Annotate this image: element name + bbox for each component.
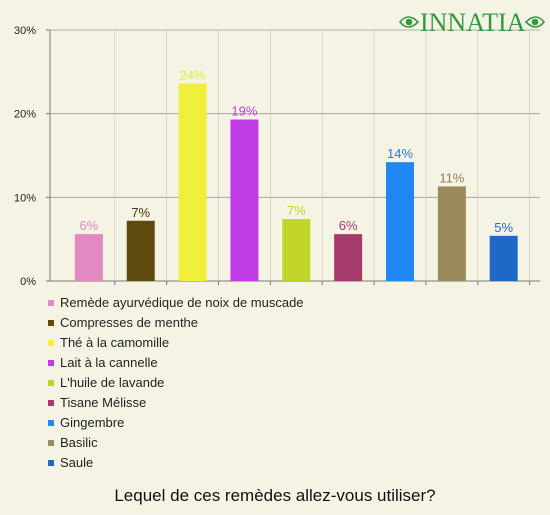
bar: [74, 234, 103, 281]
bar: [282, 219, 311, 281]
bar: [386, 162, 414, 281]
bar-chart: 0% 10% 20% 30% 6% 7% 24% 19% 7% 6% 14% 11% 5%: [14, 25, 540, 288]
bar: [126, 220, 155, 281]
legend-swatch: [48, 380, 54, 386]
legend-label: Thé à la camomille: [60, 335, 170, 350]
legend-label: L'huile de lavande: [60, 375, 165, 390]
legend-item: Saule: [48, 453, 304, 473]
brand-name: INNATIA: [420, 8, 526, 37]
legend-swatch: [48, 400, 54, 406]
data-label: 19%: [231, 104, 257, 119]
bar: [489, 235, 518, 281]
legend-swatch: [48, 320, 54, 326]
chart-bars: [74, 83, 518, 282]
bar: [178, 83, 207, 282]
y-tick-label: 0%: [20, 276, 36, 288]
chart-legend: Remède ayurvédique de noix de muscade Com…: [48, 293, 304, 473]
legend-label: Gingembre: [60, 415, 125, 430]
legend-swatch: [48, 440, 54, 446]
legend-item: Compresses de menthe: [48, 313, 304, 333]
legend-item: Thé à la camomille: [48, 333, 304, 353]
legend-item: L'huile de lavande: [48, 373, 304, 393]
data-label: 24%: [180, 68, 206, 83]
y-tick-label: 10%: [14, 192, 36, 204]
legend-label: Tisane Mélisse: [60, 395, 147, 410]
legend-item: Basilic: [48, 433, 304, 453]
legend-label: Lait à la cannelle: [60, 355, 158, 370]
data-label: 14%: [387, 146, 413, 161]
legend-item: Remède ayurvédique de noix de muscade: [48, 293, 304, 313]
legend-item: Gingembre: [48, 413, 304, 433]
data-label: 6%: [79, 218, 98, 233]
innatia-logo: INNATIA: [398, 8, 546, 37]
bar: [230, 119, 259, 281]
leaf-icon: [524, 16, 546, 28]
legend-swatch: [48, 360, 54, 366]
bar: [334, 234, 363, 281]
legend-label: Compresses de menthe: [60, 315, 199, 330]
legend-item: Lait à la cannelle: [48, 353, 304, 373]
legend-swatch: [48, 420, 54, 426]
data-label: 11%: [439, 170, 464, 185]
data-label: 7%: [287, 203, 306, 218]
leaf-icon: [398, 16, 420, 28]
y-tick-label: 20%: [14, 109, 36, 121]
legend-swatch: [48, 340, 54, 346]
legend-swatch: [48, 300, 54, 306]
legend-swatch: [48, 460, 54, 466]
legend-item: Tisane Mélisse: [48, 393, 304, 413]
data-labels: 6% 7% 24% 19% 7% 6% 14% 11% 5%: [79, 68, 513, 235]
data-label: 5%: [494, 220, 513, 235]
data-label: 6%: [339, 218, 358, 233]
legend-label: Remède ayurvédique de noix de muscade: [60, 295, 304, 310]
y-tick-label: 30%: [14, 25, 36, 37]
bar: [437, 186, 466, 281]
poll-question: Lequel de ces remèdes allez-vous utilise…: [114, 486, 436, 505]
legend-label: Basilic: [60, 435, 98, 450]
legend-label: Saule: [60, 455, 94, 470]
y-axis-ticks: 0% 10% 20% 30%: [14, 25, 36, 288]
data-label: 7%: [131, 205, 150, 220]
